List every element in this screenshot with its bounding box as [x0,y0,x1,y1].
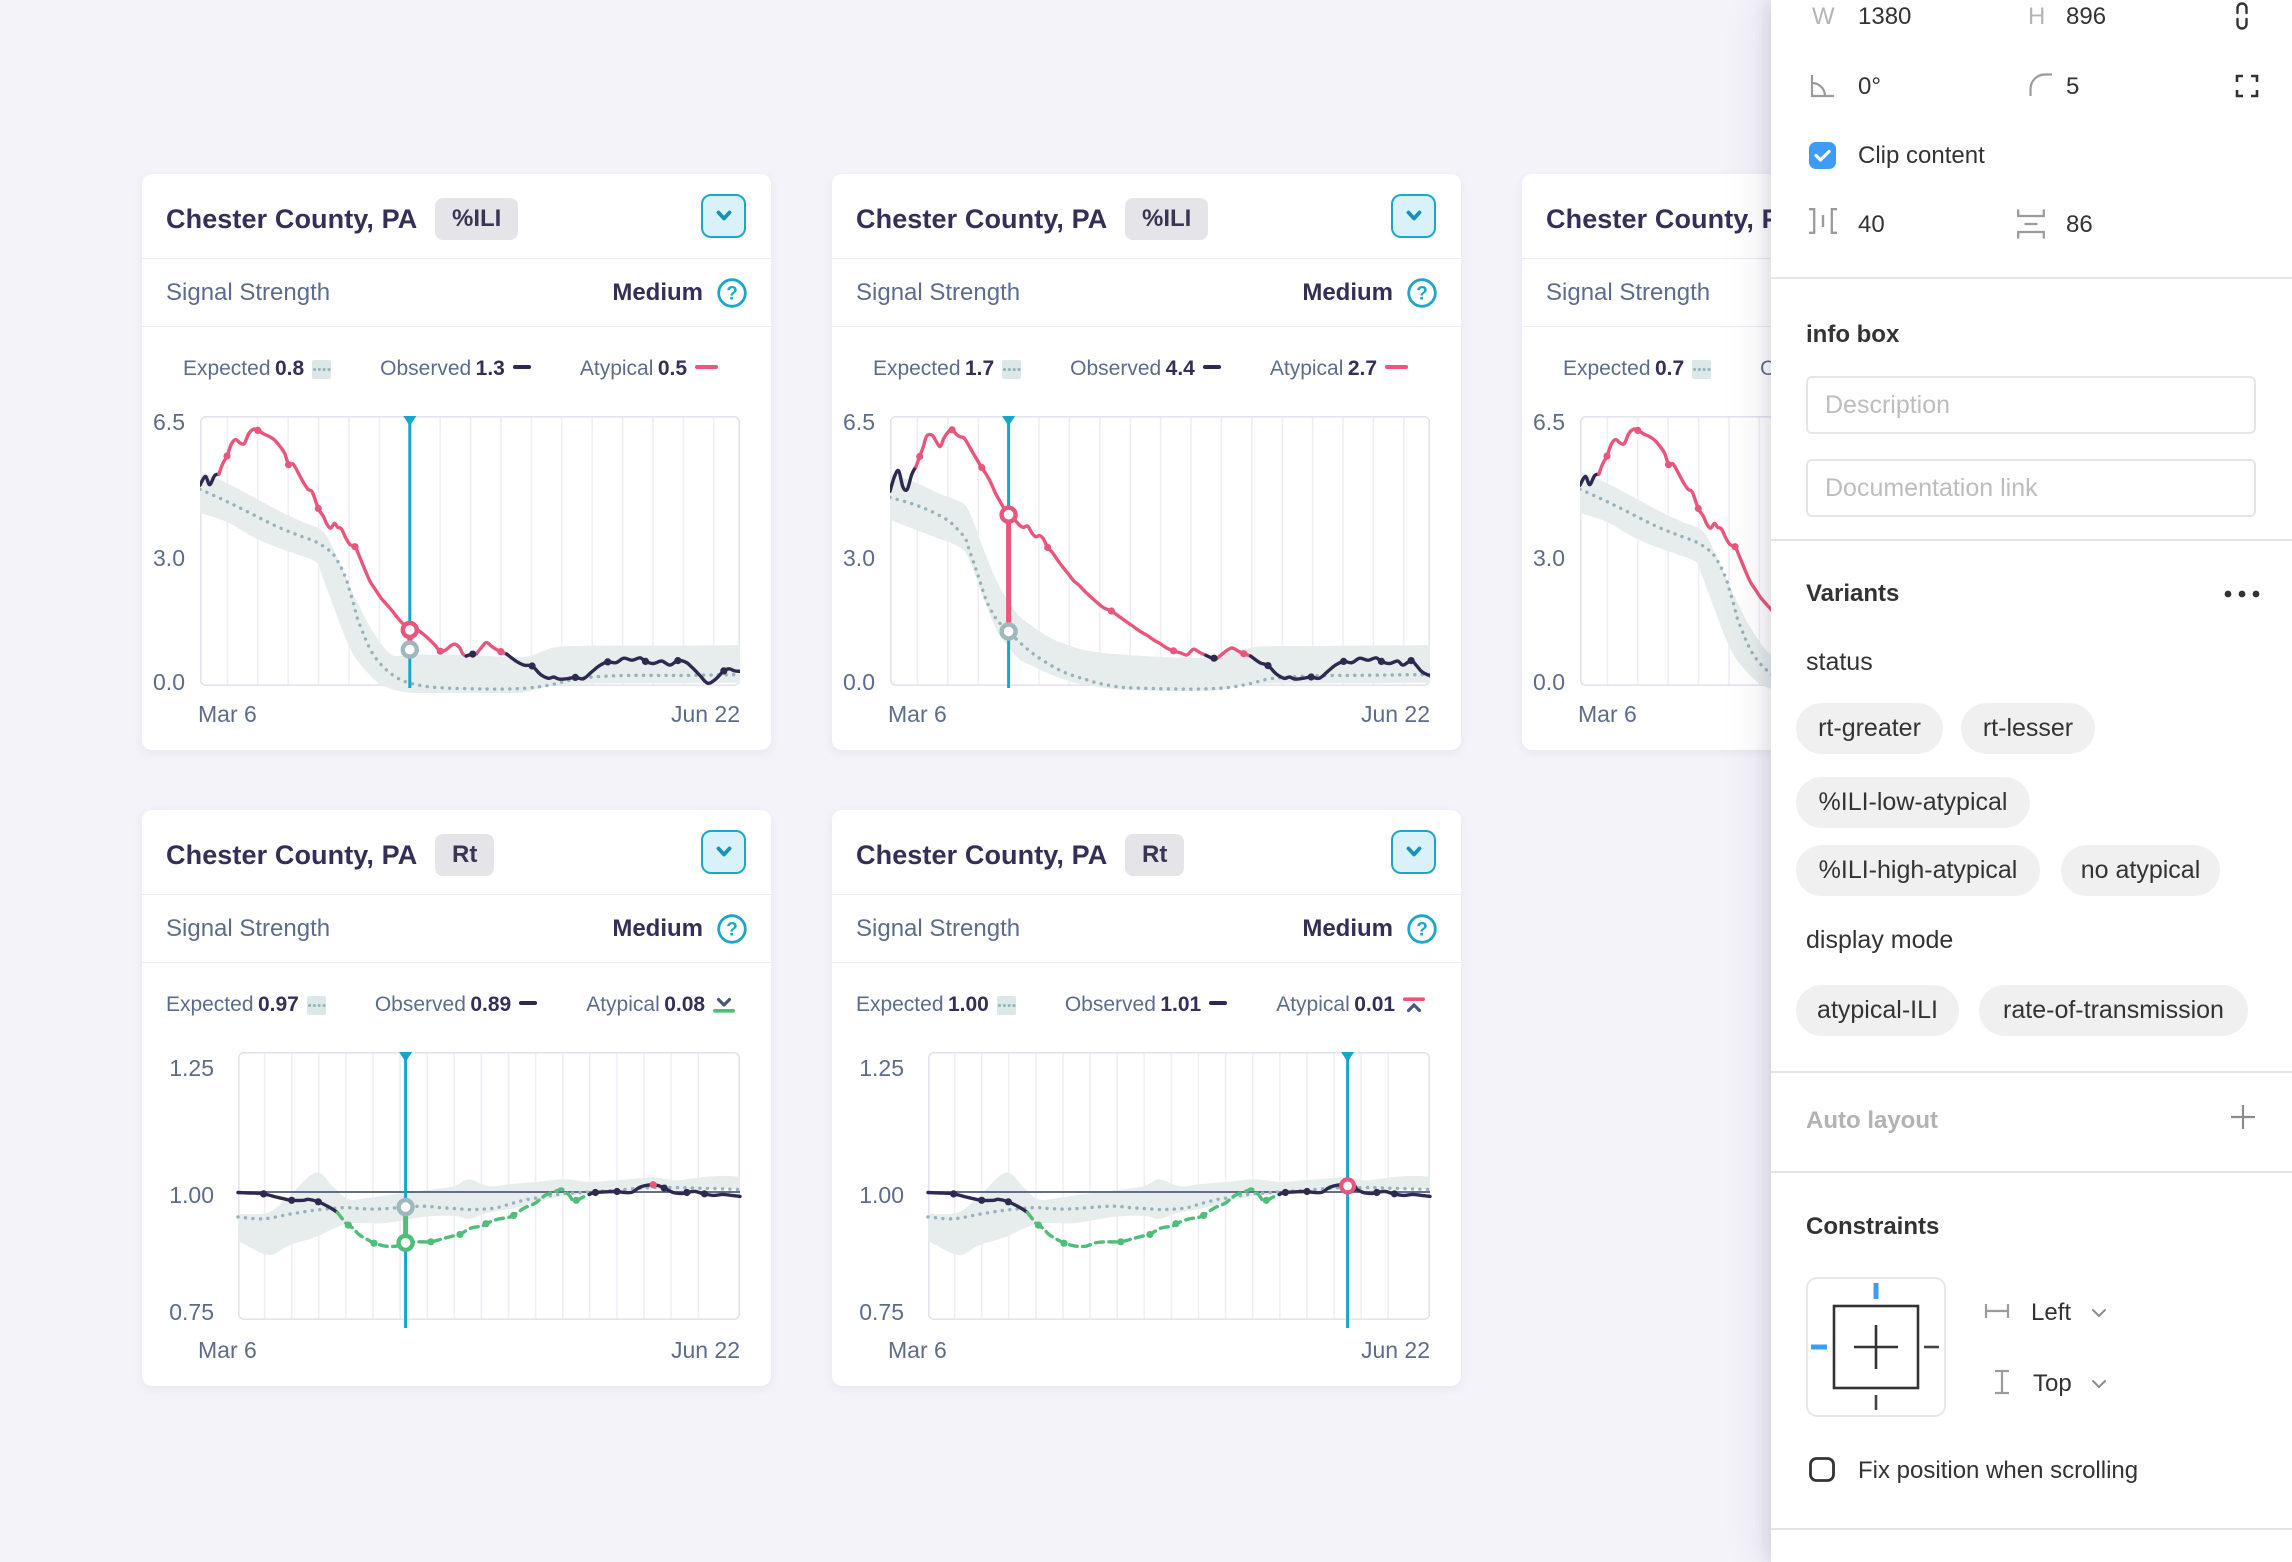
svg-text:?: ? [726,920,738,941]
svg-text:?: ? [1416,920,1428,941]
svg-text:?: ? [726,284,738,305]
svg-text:?: ? [1416,284,1428,305]
